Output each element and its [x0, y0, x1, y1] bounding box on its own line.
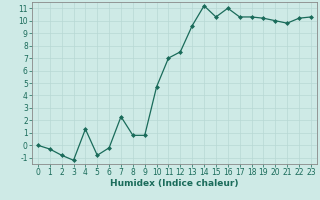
- X-axis label: Humidex (Indice chaleur): Humidex (Indice chaleur): [110, 179, 239, 188]
